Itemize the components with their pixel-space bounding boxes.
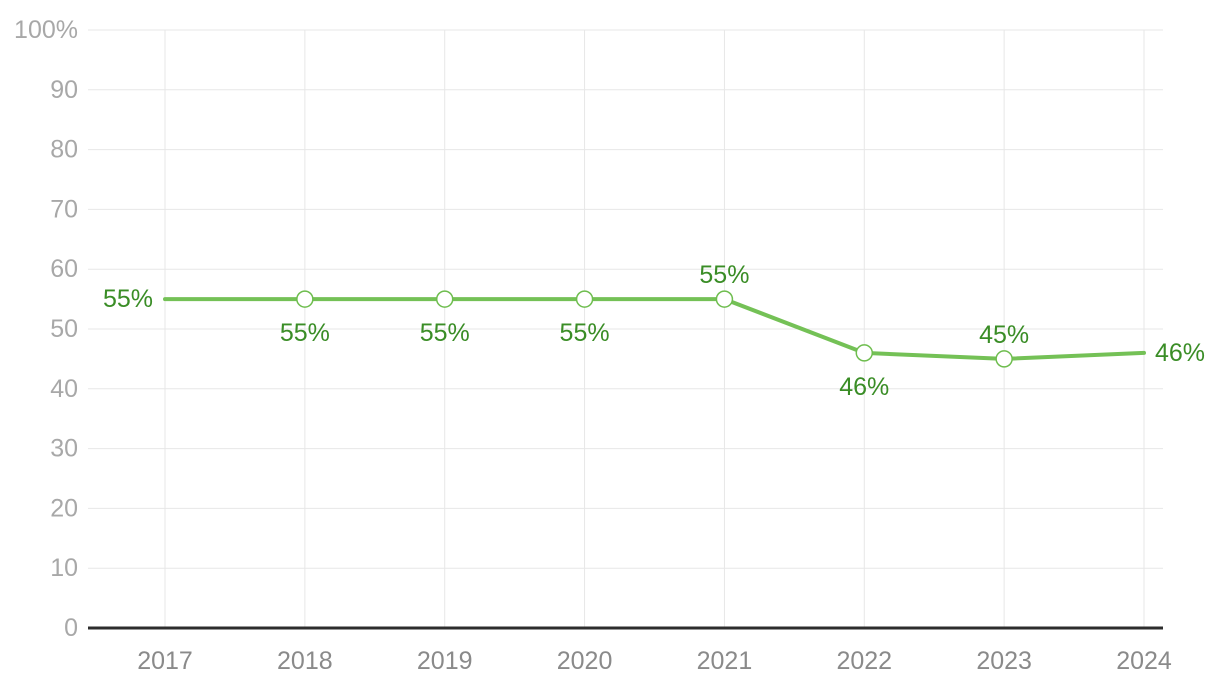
data-label-2017: 55% xyxy=(103,285,153,313)
y-tick-label-70: 70 xyxy=(50,195,78,223)
x-tick-label-2020: 2020 xyxy=(557,647,613,675)
y-tick-label-40: 40 xyxy=(50,375,78,403)
data-point-2022[interactable] xyxy=(855,344,874,362)
data-label-2023: 45% xyxy=(979,321,1029,349)
y-tick-label-90: 90 xyxy=(50,76,78,104)
data-point-2020[interactable] xyxy=(575,290,594,308)
x-tick-label-2024: 2024 xyxy=(1116,647,1172,675)
data-point-2023[interactable] xyxy=(995,350,1013,368)
y-tick-label-80: 80 xyxy=(50,136,78,164)
x-tick-label-2019: 2019 xyxy=(417,647,473,675)
y-tick-label-20: 20 xyxy=(50,494,78,522)
x-tick-label-2017: 2017 xyxy=(137,647,193,675)
y-tick-label-30: 30 xyxy=(50,435,78,463)
data-point-2021[interactable] xyxy=(715,290,734,308)
y-tick-label-100%: 100% xyxy=(14,16,78,44)
y-tick-label-60: 60 xyxy=(50,255,78,283)
y-tick-label-10: 10 xyxy=(50,554,78,582)
y-tick-label-0: 0 xyxy=(64,614,78,642)
y-tick-label-50: 50 xyxy=(50,315,78,343)
x-tick-label-2021: 2021 xyxy=(697,647,753,675)
data-point-2019[interactable] xyxy=(435,290,454,308)
data-label-2018: 55% xyxy=(280,319,330,347)
data-point-2018[interactable] xyxy=(296,290,314,308)
data-label-2024: 46% xyxy=(1155,339,1205,367)
data-label-2021: 55% xyxy=(699,261,749,289)
x-tick-label-2018: 2018 xyxy=(277,647,333,675)
data-label-2022: 46% xyxy=(839,373,889,401)
series-line xyxy=(163,297,1146,361)
data-label-2020: 55% xyxy=(560,319,610,347)
x-tick-label-2023: 2023 xyxy=(976,647,1032,675)
x-tick-label-2022: 2022 xyxy=(836,647,892,675)
data-label-2019: 55% xyxy=(420,319,470,347)
